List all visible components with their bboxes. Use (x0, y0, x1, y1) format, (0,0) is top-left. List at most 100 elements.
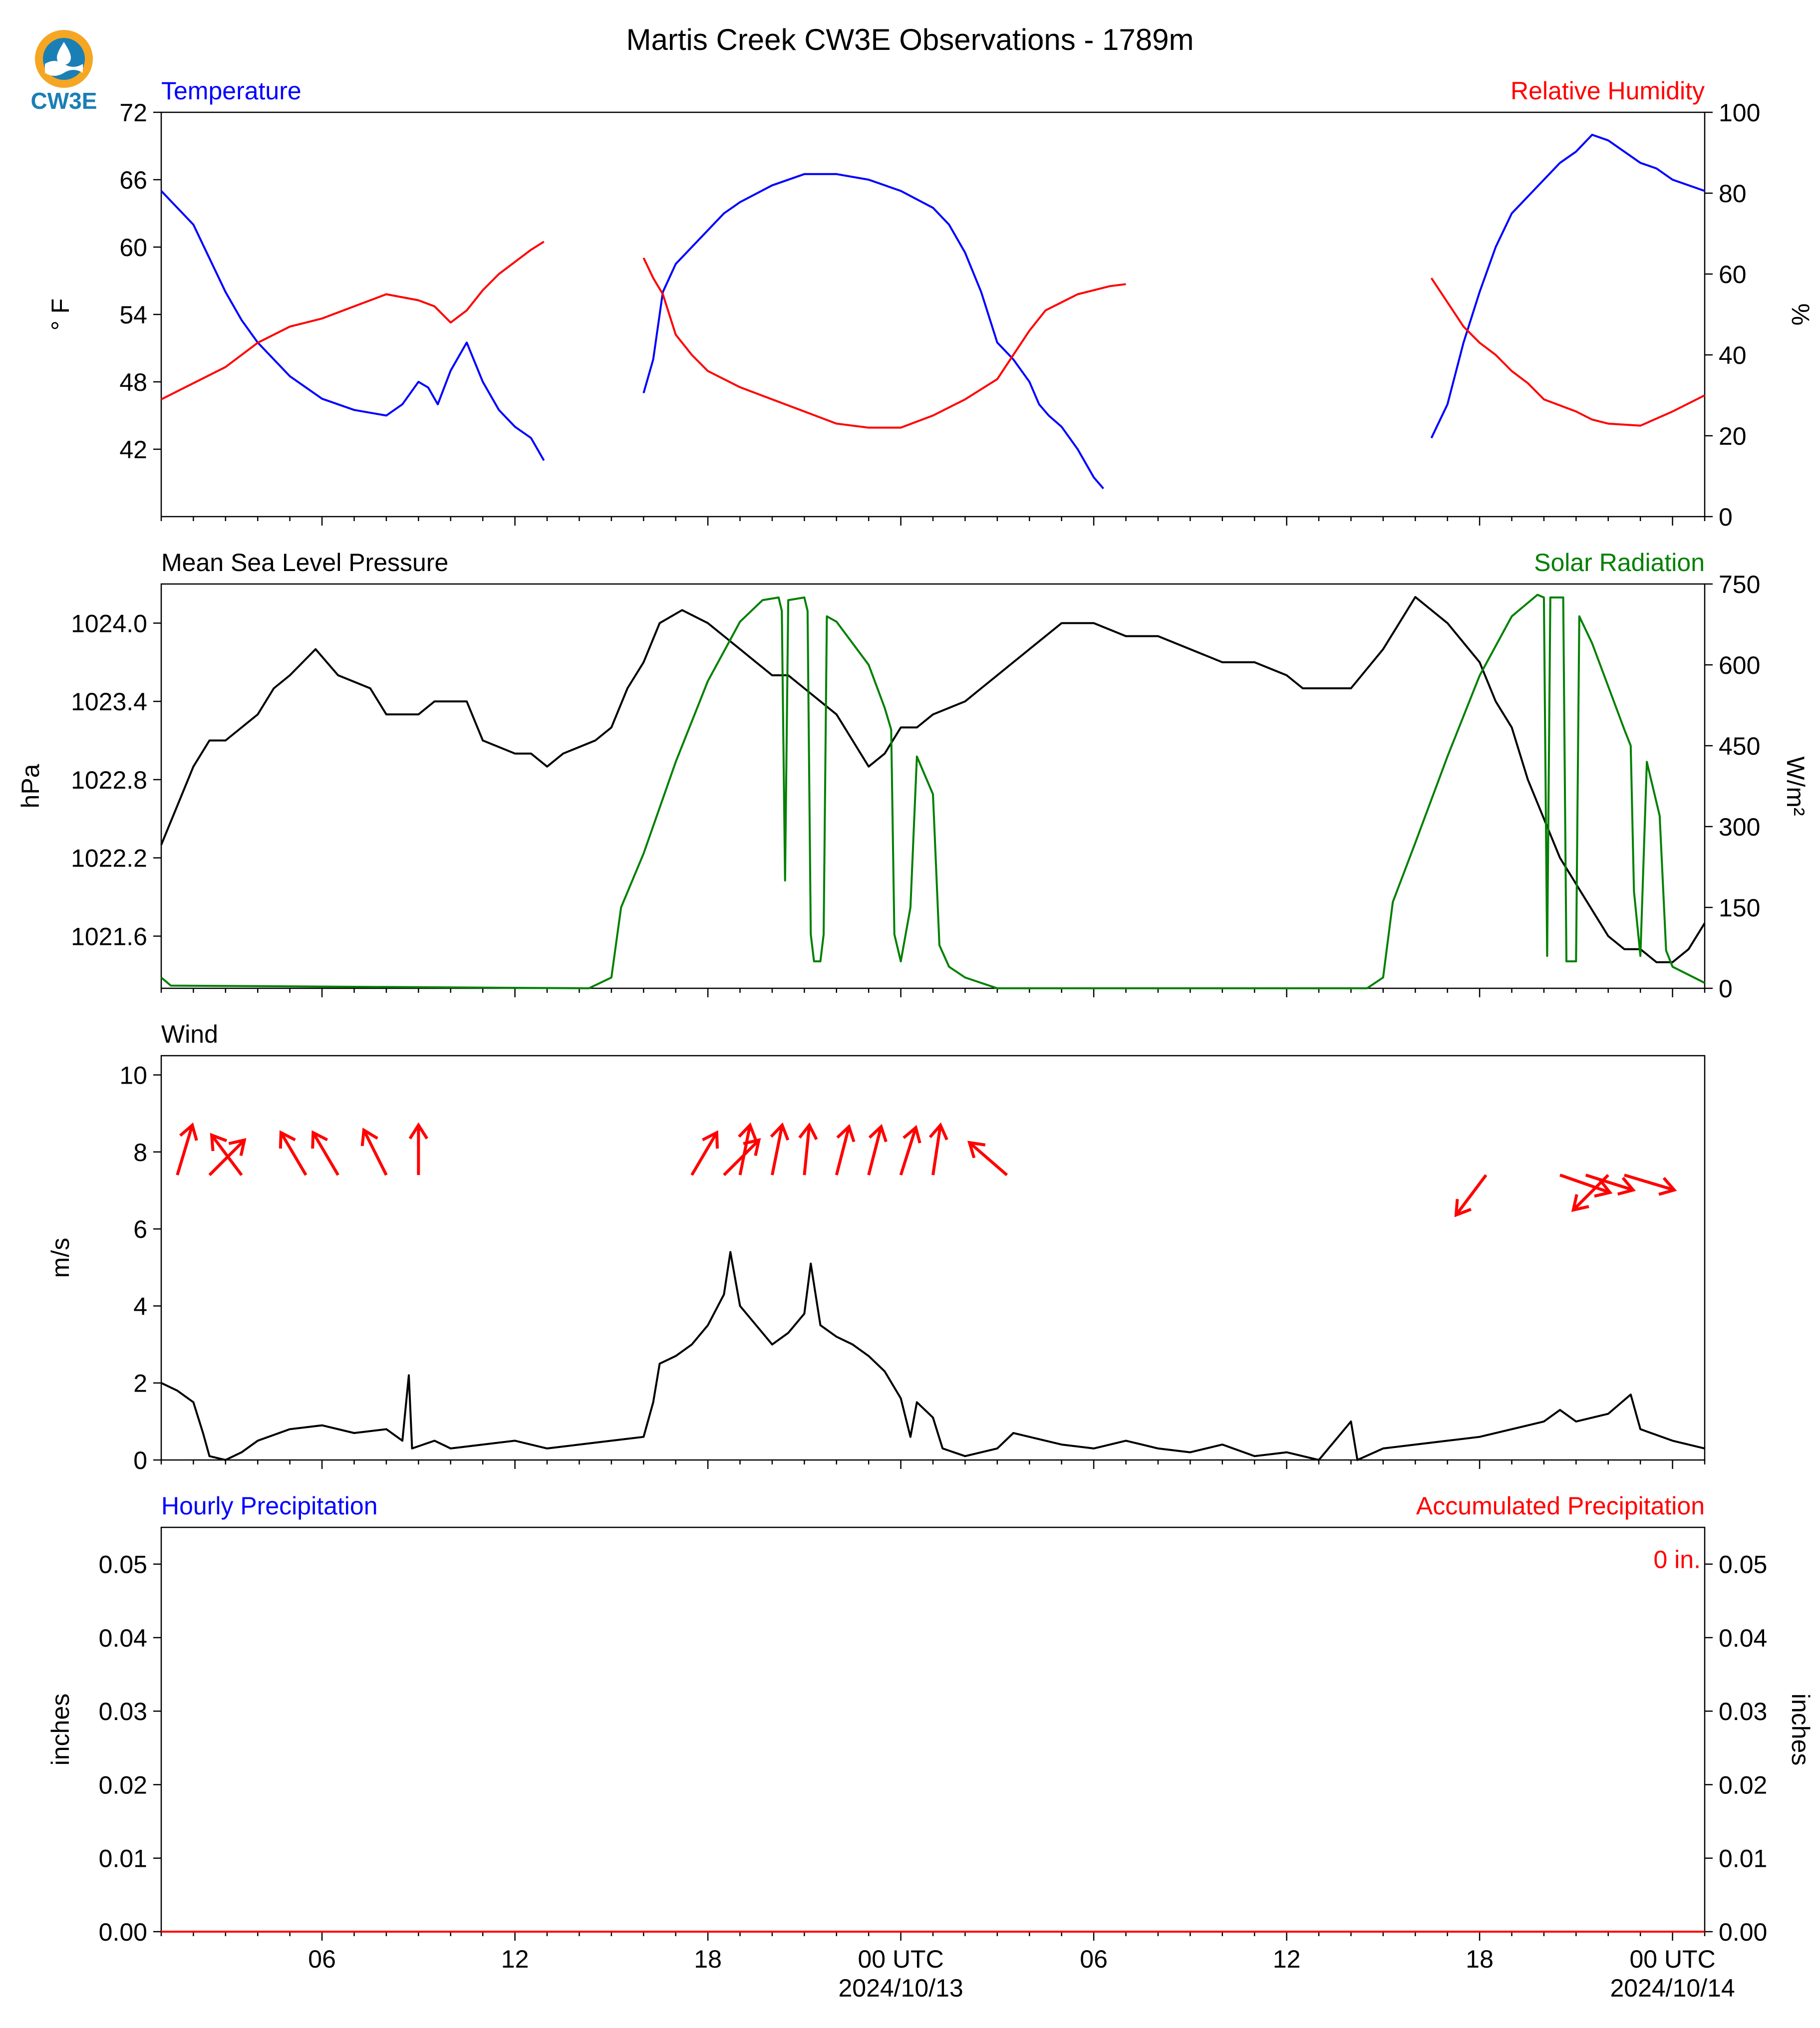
wind-arrow-head (179, 1122, 198, 1141)
wind-arrow-shaft (770, 1125, 784, 1175)
y-tick-label-left: 48 (119, 368, 147, 396)
series-line-relative-humidity (642, 257, 1126, 429)
y-tick-label-left: 54 (119, 301, 147, 329)
wind-arrow-shaft (968, 1141, 1008, 1176)
x-tick-label: 00 UTC (858, 1945, 943, 1973)
panel-title-left: Hourly Precipitation (161, 1492, 378, 1520)
wind-arrow-head (738, 1122, 757, 1141)
y-tick-label-left: 0.03 (99, 1698, 147, 1726)
panel-precipitation: Hourly Precipitation Accumulated Precipit… (46, 1492, 1815, 2002)
y-tick-label-left: 0.04 (99, 1624, 147, 1652)
wind-arrow-shaft (1624, 1173, 1675, 1192)
wind-arrow-shaft (690, 1132, 718, 1176)
y-tick-label-right: 100 (1719, 99, 1760, 127)
logo-wave-icon (45, 61, 83, 76)
wind-arrow-head (311, 1130, 328, 1149)
y-tick-label-left: 4 (133, 1292, 147, 1320)
series-line-relative-humidity (1430, 277, 1705, 427)
y-tick-label-right: 150 (1719, 894, 1760, 922)
y-axis-label-left: inches (46, 1694, 74, 1766)
y-tick-label-right: 20 (1719, 422, 1747, 450)
wind-arrow-shaft (1559, 1173, 1611, 1194)
logo-text: CW3E (31, 88, 97, 114)
y-tick-label-left: 0.00 (99, 1918, 147, 1946)
y-tick-label-left: 0.02 (99, 1771, 147, 1799)
panel-title-right: Solar Radiation (1534, 549, 1705, 577)
x-tick-date-label: 2024/10/13 (838, 1974, 963, 2002)
panel-wind: Wind 0 2 4 6 8 10 m/s (46, 1020, 1706, 1474)
x-tick-label: 06 (1080, 1945, 1108, 1973)
plot-frame (160, 1055, 1706, 1461)
wind-arrow-shaft (1455, 1174, 1488, 1216)
y-tick-label-left: 10 (119, 1062, 147, 1090)
y-tick-label-left: 2 (133, 1370, 147, 1398)
panel-title-right: Accumulated Precipitation (1416, 1492, 1705, 1520)
panel-title-left: Mean Sea Level Pressure (161, 549, 448, 577)
wind-arrow-head (928, 1122, 948, 1141)
logo-drop-icon (57, 42, 71, 65)
wind-arrow-shaft (280, 1132, 307, 1176)
y-tick-label-right: 300 (1719, 813, 1760, 841)
x-tick-label: 12 (501, 1945, 529, 1973)
y-tick-label-right: 0.05 (1719, 1551, 1767, 1579)
logo: CW3E (31, 30, 97, 114)
x-tick-label: 12 (1273, 1945, 1301, 1973)
wind-arrow-head (360, 1128, 378, 1147)
y-tick-label-right: 750 (1719, 571, 1760, 598)
wind-arrow-head (1571, 1194, 1589, 1212)
y-tick-label-left: 42 (119, 436, 147, 464)
wind-arrow-shaft (931, 1125, 942, 1175)
wind-arrow-head (1594, 1179, 1613, 1198)
wind-arrow-shaft (803, 1125, 811, 1175)
wind-arrow-head (228, 1138, 247, 1157)
panel-temperature_humidity: Temperature Relative Humidity 42 48 54 60 66 72… (46, 77, 1815, 531)
series-line-relative-humidity (161, 241, 545, 400)
panels-container: Temperature Relative Humidity424854606672… (16, 77, 1815, 2002)
plot-frame (160, 583, 1706, 989)
y-tick-label-left: 0.05 (99, 1551, 147, 1579)
y-tick-label-left: 1022.2 (71, 845, 147, 872)
wind-arrow-shaft (867, 1126, 883, 1175)
y-tick-label-left: 1023.4 (71, 688, 147, 716)
y-tick-label-left: 0 (133, 1447, 147, 1474)
wind-arrow-head (743, 1138, 761, 1157)
wind-arrow-head (798, 1122, 818, 1141)
y-tick-label-right: 0.01 (1719, 1845, 1767, 1873)
panel-title-left: Temperature (161, 77, 302, 105)
wind-arrow-head (903, 1125, 921, 1144)
y-axis-label-left: ° F (46, 298, 74, 330)
y-tick-label-right: 0 (1719, 503, 1733, 531)
y-tick-label-left: 1021.6 (71, 922, 147, 950)
x-tick-date-label: 2024/10/14 (1610, 1974, 1735, 2002)
series-line-solar-radiation (160, 593, 1705, 989)
x-tick-label: 00 UTC (1629, 1945, 1715, 1973)
figure-title: Martis Creek CW3E Observations - 1789m (626, 23, 1194, 56)
wind-arrow-shaft (899, 1127, 917, 1176)
wind-arrow-shaft (835, 1126, 851, 1175)
y-tick-label-right: 0.02 (1719, 1771, 1767, 1799)
panel-pressure_solar: Mean Sea Level Pressure Solar Radiation 10… (16, 549, 1810, 1003)
wind-arrow-head (702, 1130, 719, 1149)
x-tick-label: 06 (308, 1945, 336, 1973)
series-line-wind-speed (161, 1251, 1705, 1461)
wind-arrow-shaft (362, 1129, 388, 1176)
y-axis-label-left: m/s (46, 1238, 74, 1278)
y-tick-label-right: 0.04 (1719, 1624, 1767, 1652)
wind-arrow-shaft (1572, 1174, 1609, 1211)
accumulated-precip-annotation: 0 in. (1653, 1545, 1701, 1573)
wind-arrow-head (1617, 1176, 1636, 1196)
y-tick-label-left: 0.01 (99, 1845, 147, 1873)
y-tick-label-right: 80 (1719, 180, 1747, 208)
y-tick-label-right: 40 (1719, 341, 1747, 369)
x-tick-label: 18 (1466, 1945, 1494, 1973)
y-tick-label-left: 60 (119, 234, 147, 262)
y-axis-label-left: hPa (16, 764, 44, 808)
wind-arrow-head (967, 1141, 986, 1159)
y-tick-label-left: 8 (133, 1139, 147, 1166)
y-tick-label-right: 0 (1719, 975, 1733, 1003)
plot-frame (160, 1526, 1706, 1933)
x-tick-label: 18 (694, 1945, 722, 1973)
wind-arrow-head (1454, 1199, 1472, 1217)
y-tick-label-right: 60 (1719, 261, 1747, 289)
